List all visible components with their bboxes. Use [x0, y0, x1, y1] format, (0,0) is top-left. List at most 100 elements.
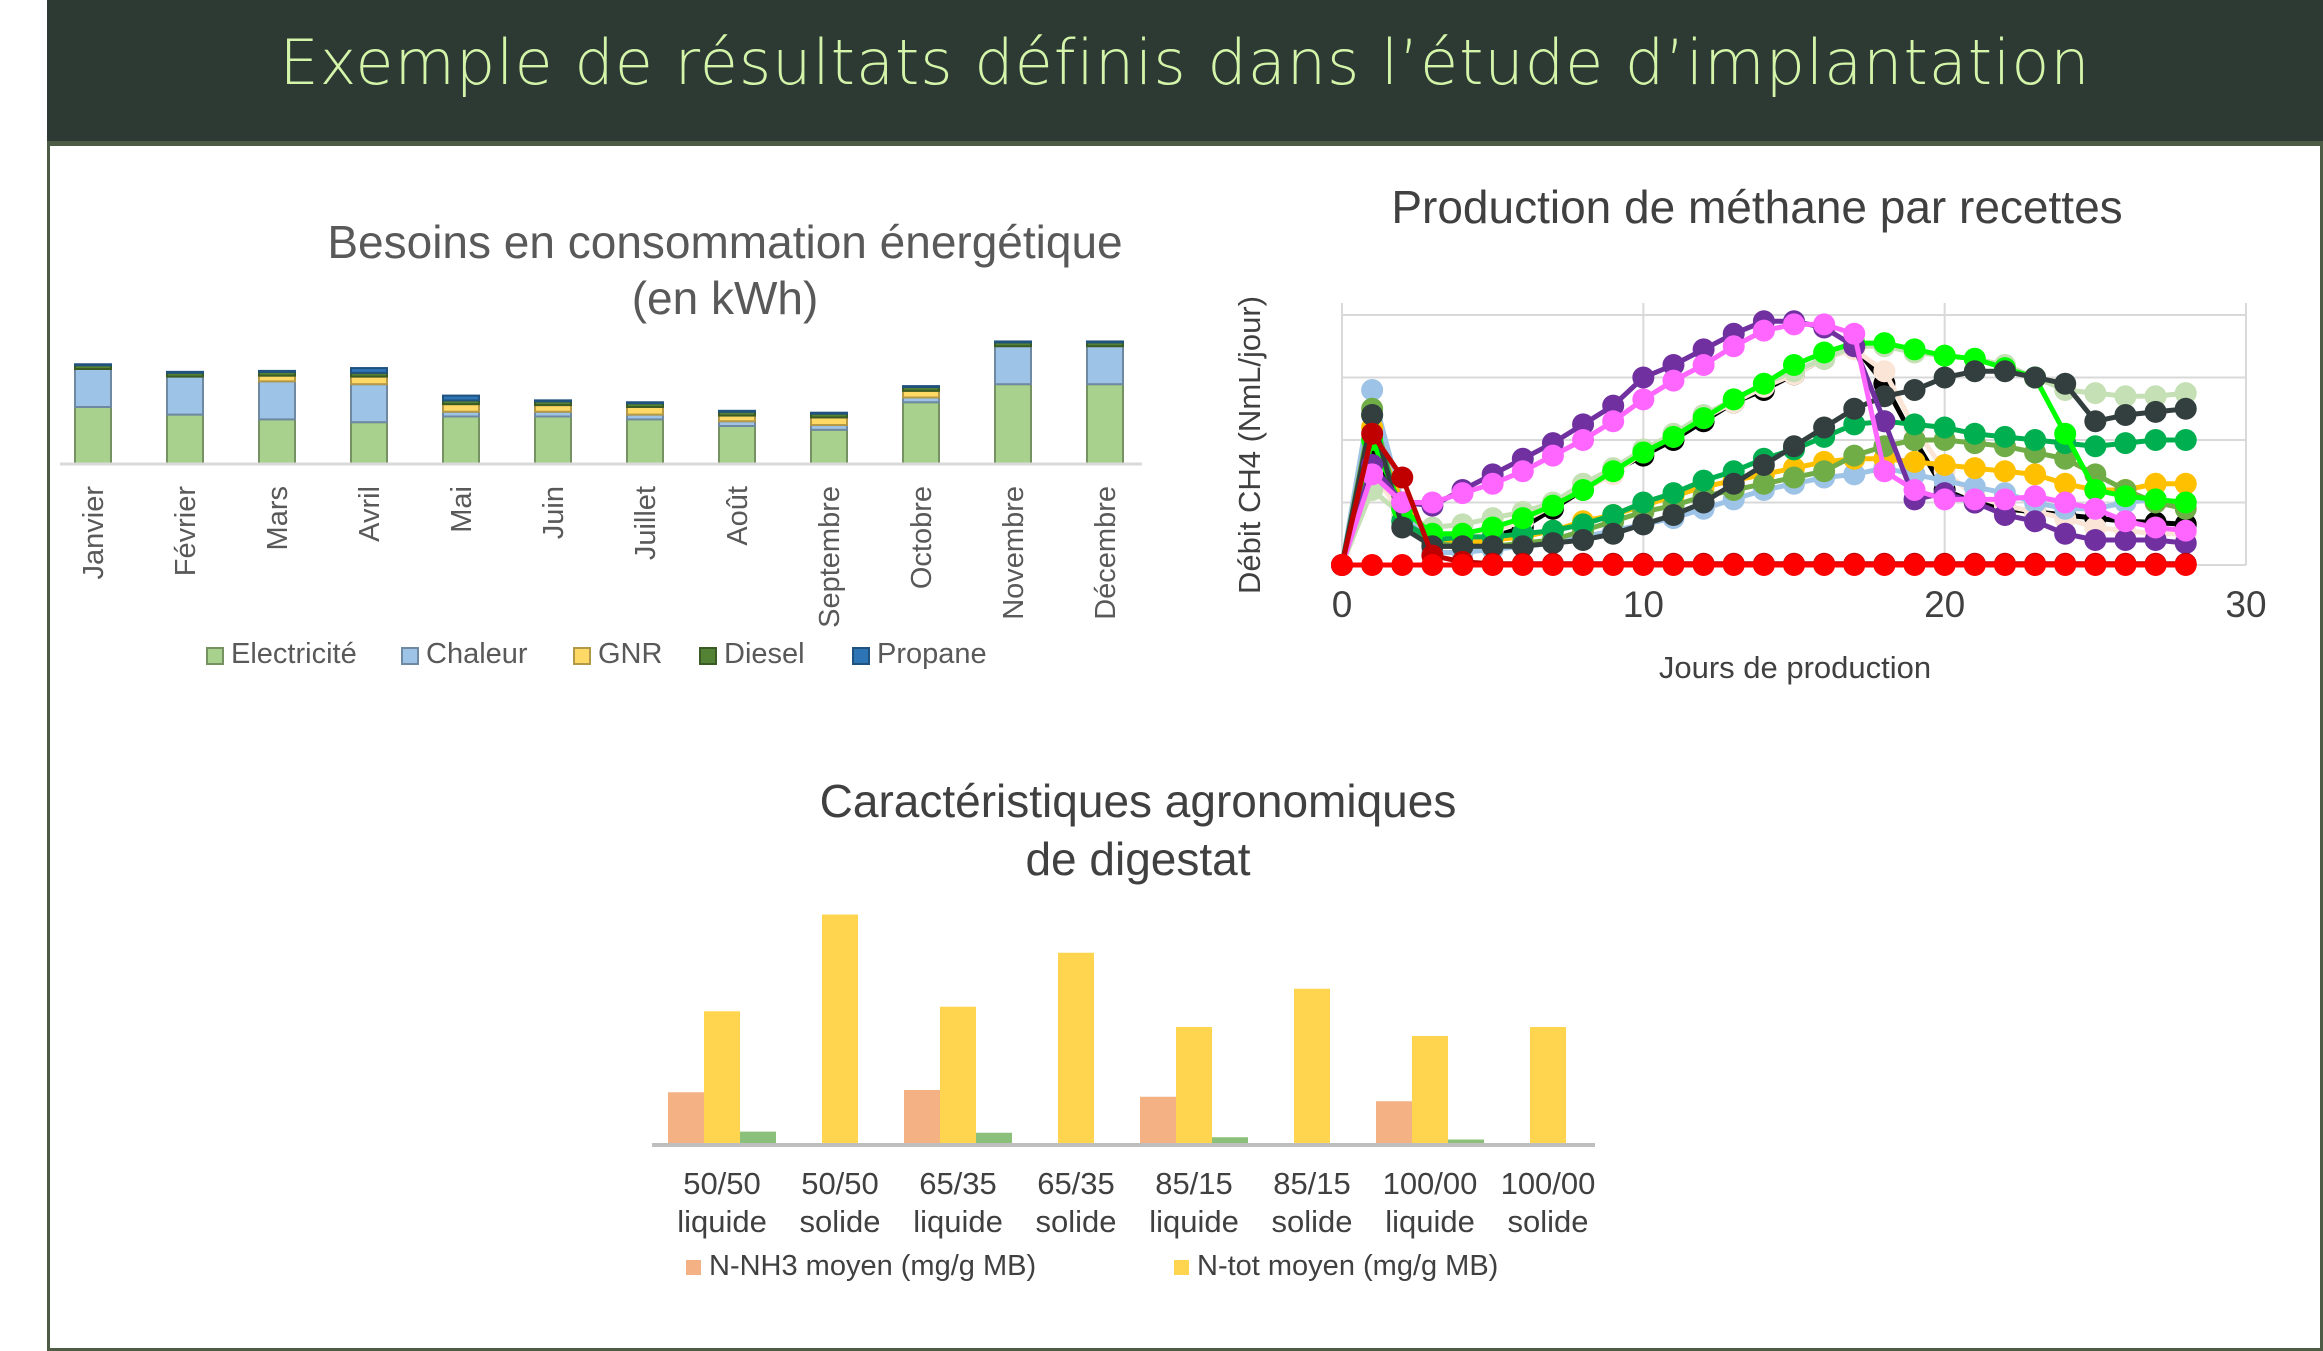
digestat-bar-s1-5 [1294, 988, 1330, 1144]
energy-legend-label-gnr: GNR [598, 638, 662, 670]
methane-point-8-17 [1843, 397, 1866, 420]
methane-point-8-12 [1692, 491, 1715, 514]
digestat-bar-s1-6 [1412, 1036, 1448, 1144]
energy-bar-propane-8 [810, 411, 848, 415]
methane-x-tick-labels: 0 10 20 30 [1332, 584, 2267, 625]
methane-point-10-13 [1722, 335, 1745, 358]
energy-x-tick-labels: Janvier Février Mars Avril Mai Juin Juillet Aoû… [78, 486, 1122, 628]
methane-point-7-9 [1602, 460, 1625, 483]
methane-point-12-2 [1391, 554, 1414, 576]
methane-point-9-8 [1572, 413, 1595, 436]
methane-point-6-11 [1662, 482, 1685, 505]
digestat-legend-swatch-0 [686, 1260, 701, 1275]
methane-point-10-19 [1903, 479, 1926, 501]
methane-point-7-20 [1933, 344, 1956, 367]
methane-x-axis-label: Jours de production [1659, 650, 1931, 685]
methane-point-7-19 [1903, 338, 1926, 361]
methane-point-2-27 [2144, 385, 2167, 408]
methane-point-12-8 [1572, 554, 1595, 576]
energy-bar-propane-2 [258, 369, 296, 373]
digestat-bars [668, 914, 1566, 1144]
digestat-x-tick-label: 100/00 [1501, 1166, 1596, 1201]
digestat-bar-s0-6 [1376, 1101, 1412, 1144]
energy-bar-electricité-10 [994, 383, 1032, 465]
methane-point-6-28 [2174, 429, 2197, 451]
methane-point-9-18 [1873, 410, 1896, 433]
methane-point-8-5 [1481, 535, 1504, 558]
methane-point-5-15 [1783, 466, 1805, 489]
energy-bar-electricité-11 [1086, 383, 1124, 465]
methane-point-6-20 [1933, 416, 1956, 439]
methane-point-8-4 [1451, 535, 1474, 558]
methane-point-9-25 [2084, 529, 2107, 551]
energy-bar-chaleur-2 [258, 380, 296, 421]
methane-point-7-11 [1662, 425, 1685, 448]
digestat-bar-s1-0 [704, 1011, 740, 1144]
energy-bar-propane-5 [534, 399, 572, 403]
energy-bar-propane-3 [350, 367, 388, 374]
energy-bar-electricité-8 [810, 428, 848, 466]
energy-x-tick-label: Décembre [1090, 486, 1122, 620]
methane-point-12-3 [1421, 554, 1444, 576]
energy-legend-swatch-propane [852, 647, 870, 665]
methane-point-9-23 [2024, 510, 2047, 533]
methane-point-7-27 [2144, 488, 2167, 511]
methane-point-12-21 [1963, 554, 1986, 576]
energy-legend-swatch-electricité [206, 647, 224, 665]
methane-point-10-5 [1481, 472, 1504, 495]
digestat-x-tick-label: solide [1036, 1204, 1117, 1239]
slide-title: Exemple de résultats définis dans l’étud… [279, 26, 2091, 99]
methane-point-9-10 [1632, 366, 1655, 389]
energy-bar-chaleur-10 [994, 345, 1032, 386]
methane-point-9-22 [1993, 504, 2016, 526]
methane-point-12-10 [1632, 554, 1655, 576]
energy-legend-label-chaleur: Chaleur [426, 638, 528, 670]
digestat-legend-label-1: N-tot moyen (mg/g MB) [1197, 1250, 1498, 1282]
energy-bar-chaleur-11 [1086, 345, 1124, 386]
methane-point-12-25 [2084, 554, 2107, 576]
methane-point-8-9 [1602, 522, 1625, 545]
energy-x-tick-label: Novembre [998, 486, 1030, 620]
methane-point-4-20 [1933, 454, 1956, 476]
digestat-bar-s1-1 [822, 914, 858, 1144]
energy-bar-propane-11 [1086, 340, 1124, 344]
methane-point-4-23 [2024, 463, 2047, 486]
methane-point-7-18 [1873, 332, 1896, 355]
methane-point-6-12 [1692, 469, 1715, 492]
methane-point-12-6 [1511, 554, 1534, 576]
title-banner: Exemple de résultats définis dans l’étud… [47, 0, 2323, 146]
methane-point-10-15 [1783, 313, 1805, 336]
methane-point-10-7 [1541, 444, 1564, 467]
methane-point-8-13 [1722, 472, 1745, 495]
methane-point-8-8 [1572, 529, 1595, 551]
energy-bar-chaleur-1 [166, 375, 204, 416]
methane-point-12-27 [2144, 554, 2167, 576]
energy-bar-electricité-4 [442, 415, 480, 465]
methane-point-11-1 [1361, 422, 1384, 445]
methane-point-12-0 [1331, 554, 1353, 576]
methane-point-5-19 [1903, 429, 1926, 451]
digestat-chart: Caractéristiques agronomiques de digesta… [652, 775, 1596, 1282]
methane-point-8-28 [2174, 397, 2197, 420]
methane-point-6-23 [2024, 429, 2047, 451]
methane-point-4-22 [1993, 460, 2016, 483]
methane-point-10-25 [2084, 497, 2107, 520]
methane-point-1-18 [1873, 360, 1896, 383]
methane-point-12-26 [2114, 554, 2137, 576]
energy-bar-gnr-4 [442, 403, 480, 413]
digestat-x-tick-label: liquide [913, 1204, 1003, 1239]
methane-point-8-11 [1662, 504, 1685, 526]
methane-point-10-27 [2144, 516, 2167, 539]
methane-point-7-16 [1813, 341, 1836, 364]
energy-bar-propane-0 [74, 363, 112, 367]
digestat-x-tick-label: solide [800, 1204, 881, 1239]
digestat-bar-s0-4 [1140, 1096, 1176, 1144]
methane-point-7-10 [1632, 441, 1655, 464]
methane-point-2-26 [2114, 385, 2137, 408]
digestat-bar-s1-3 [1058, 952, 1094, 1144]
methane-point-2-28 [2174, 382, 2197, 405]
methane-point-6-26 [2114, 432, 2137, 455]
digestat-chart-title-line2: de digestat [1025, 833, 1250, 885]
methane-point-6-17 [1843, 413, 1866, 436]
methane-point-10-9 [1602, 410, 1625, 433]
